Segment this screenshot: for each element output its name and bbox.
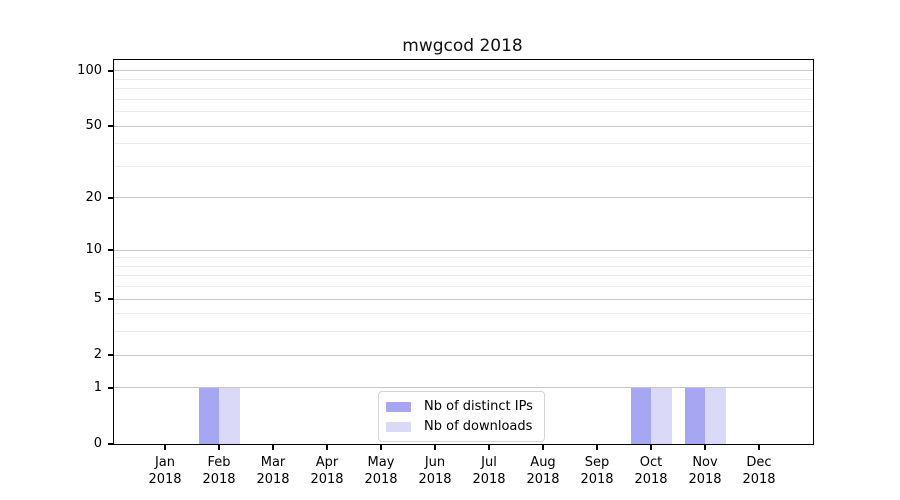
x-tick-label: Jun 2018 [418,455,452,487]
bar-distinct-ips [685,387,705,444]
x-tick-label: Nov 2018 [688,455,722,487]
legend-label-downloads: Nb of downloads [424,419,533,434]
minor-gridline [114,143,813,145]
y-tick-label: 1 [93,379,102,395]
x-tick-label: May 2018 [364,455,398,487]
major-gridline [114,298,813,300]
bar-downloads [219,387,240,444]
x-tick-label: Sep 2018 [580,455,614,487]
y-tick [107,387,113,389]
major-gridline [114,387,813,389]
x-tick [380,445,382,450]
x-tick [596,445,598,450]
x-tick-label: Jan 2018 [148,455,182,487]
bar-distinct-ips [631,387,651,444]
y-tick-label: 50 [85,118,102,134]
minor-gridline [114,111,813,113]
x-tick [326,445,328,450]
y-tick [107,443,113,445]
minor-gridline [114,88,813,90]
legend: Nb of distinct IPs Nb of downloads [378,391,545,442]
bar-distinct-ips [199,387,219,444]
minor-gridline [114,165,813,167]
x-tick [488,445,490,450]
y-tick [107,70,113,72]
bar-downloads [651,387,672,444]
x-tick-label: Oct 2018 [634,455,668,487]
y-tick-label: 0 [93,436,102,451]
legend-label-distinct-ips: Nb of distinct IPs [424,399,533,414]
y-tick-label: 5 [93,291,102,307]
legend-item-downloads: Nb of downloads [386,418,533,435]
chart-title: mwgcod 2018 [402,36,523,56]
x-tick-label: Aug 2018 [526,455,560,487]
major-gridline [114,197,813,199]
major-gridline [114,70,813,72]
plot-area: Nb of distinct IPs Nb of downloads 0 1 2 5 1… [77,59,814,487]
x-tick-label: Feb 2018 [202,455,236,487]
major-gridline [114,354,813,356]
minor-gridline [114,331,813,333]
major-gridline [114,249,813,251]
x-tick-label: Jul 2018 [472,455,506,487]
minor-gridline [114,98,813,100]
minor-gridline [114,286,813,288]
minor-gridline [114,257,813,259]
major-gridline [114,125,813,127]
y-tick-label: 100 [77,62,102,78]
minor-gridline [114,78,813,80]
y-tick [107,197,113,199]
x-tick-label: Apr 2018 [310,455,344,487]
legend-item-distinct-ips: Nb of distinct IPs [386,398,533,415]
minor-gridline [114,313,813,315]
x-tick [164,445,166,450]
bar-downloads [705,387,726,444]
minor-gridline [114,265,813,267]
x-tick [650,445,652,450]
y-tick [107,298,113,300]
x-tick [758,445,760,450]
y-tick-label: 2 [93,347,102,363]
x-tick-label: Dec 2018 [742,455,776,487]
x-tick [704,445,706,450]
x-tick [542,445,544,450]
x-tick [272,445,274,450]
x-tick [434,445,436,450]
x-tick [218,445,220,450]
x-tick-label: Mar 2018 [256,455,290,487]
y-tick-label: 10 [85,242,102,258]
minor-gridline [114,275,813,277]
legend-swatch-downloads-icon [386,421,411,432]
legend-swatch-distinct-ips-icon [386,401,411,412]
y-tick [107,125,113,127]
y-tick [107,249,113,251]
y-tick-label: 20 [85,189,102,205]
y-tick [107,354,113,356]
